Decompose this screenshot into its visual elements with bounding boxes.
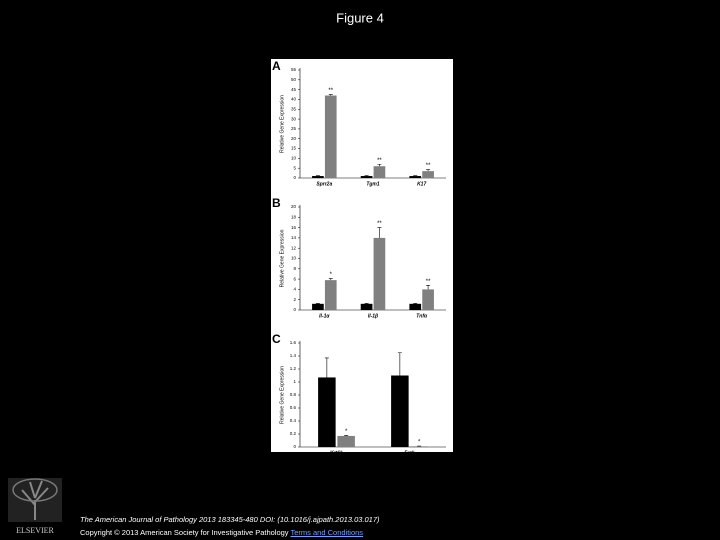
- slide-title: Figure 4: [336, 10, 384, 25]
- y-tick-label: 14: [291, 235, 297, 240]
- bar: [391, 375, 409, 447]
- y-tick-label: 0.6: [290, 405, 297, 410]
- x-tick-label: Il-1β: [368, 313, 378, 319]
- logo: ELSEVIER: [8, 478, 62, 535]
- y-tick-label: 10: [291, 256, 297, 261]
- panel-letter: A: [272, 59, 281, 73]
- error-bar: [413, 303, 418, 304]
- y-tick-label: 1: [293, 379, 296, 384]
- y-tick-label: 1.2: [290, 366, 297, 371]
- copyright: Copyright © 2013 American Society for In…: [80, 528, 289, 537]
- error-bar: [426, 169, 431, 172]
- y-axis-label: Relative Gene Expression: [279, 229, 285, 287]
- error-bar: [377, 227, 382, 238]
- significance-mark: **: [426, 163, 431, 169]
- y-tick-label: 1.6: [290, 340, 297, 345]
- bar: [324, 95, 337, 178]
- y-tick-label: 55: [291, 67, 297, 72]
- significance-mark: *: [418, 440, 421, 446]
- x-tick-label: K17: [417, 181, 426, 187]
- bar: [409, 176, 422, 178]
- y-tick-label: 4: [293, 287, 296, 292]
- y-tick-label: 20: [291, 204, 297, 209]
- y-tick-label: 50: [291, 77, 297, 82]
- y-tick-label: 40: [291, 97, 297, 102]
- x-tick-label: Frzb: [404, 450, 415, 456]
- y-tick-label: 15: [291, 146, 297, 151]
- y-tick-label: 8: [293, 266, 296, 271]
- panel-letter: B: [272, 196, 281, 210]
- y-tick-label: 0.2: [290, 431, 297, 436]
- y-tick-label: 30: [291, 116, 297, 121]
- x-tick-label: Tgm1: [366, 181, 380, 187]
- copyright-line: Copyright © 2013 American Society for In…: [80, 528, 363, 537]
- publisher: ELSEVIER: [16, 526, 54, 535]
- y-tick-label: 0.4: [290, 418, 297, 423]
- error-bar: [377, 163, 382, 167]
- error-bar: [426, 284, 431, 290]
- significance-mark: *: [330, 272, 333, 278]
- bar: [373, 237, 386, 310]
- bar: [422, 171, 434, 178]
- bar: [410, 446, 428, 447]
- x-tick-label: Sprr2a: [316, 181, 332, 187]
- bar: [360, 303, 373, 310]
- bar: [324, 280, 337, 310]
- y-tick-label: 0: [293, 307, 296, 312]
- error-bar: [324, 357, 329, 378]
- bar: [422, 289, 434, 310]
- error-bar: [328, 94, 333, 96]
- bar: [409, 303, 422, 310]
- y-tick-label: 20: [291, 136, 297, 141]
- y-tick-label: 16: [291, 225, 297, 230]
- y-tick-label: 12: [291, 245, 297, 250]
- significance-mark: **: [377, 221, 382, 227]
- error-bar: [344, 435, 349, 436]
- y-tick-label: 6: [293, 276, 296, 281]
- y-tick-label: 18: [291, 214, 297, 219]
- significance-mark: **: [328, 88, 333, 94]
- y-tick-label: 35: [291, 106, 297, 111]
- y-tick-label: 0.8: [290, 392, 297, 397]
- bar: [373, 166, 386, 178]
- y-tick-label: 25: [291, 126, 297, 131]
- citation: The American Journal of Pathology 2013 1…: [80, 515, 380, 524]
- bar: [312, 176, 324, 178]
- bar: [312, 303, 324, 310]
- y-tick-label: 0: [293, 175, 296, 180]
- terms-link[interactable]: Terms and Conditions: [290, 528, 364, 537]
- bar: [318, 377, 336, 447]
- error-bar: [328, 278, 333, 281]
- y-axis-label: Relative Gene Expression: [279, 95, 285, 153]
- x-tick-label: Il-1α: [319, 313, 330, 319]
- significance-mark: *: [345, 429, 348, 435]
- significance-mark: **: [377, 158, 382, 164]
- y-axis-label: Relative Gene Expression: [279, 366, 285, 424]
- y-tick-label: 45: [291, 87, 297, 92]
- bar: [360, 176, 373, 178]
- x-tick-label: Tnfα: [416, 313, 428, 319]
- x-tick-label: Krt6b: [330, 450, 343, 456]
- y-tick-label: 2: [293, 297, 296, 302]
- error-bar: [397, 352, 402, 376]
- panel-letter: C: [272, 332, 281, 346]
- y-tick-label: 5: [293, 165, 296, 170]
- y-tick-label: 10: [291, 156, 297, 161]
- y-tick-label: 1.4: [290, 353, 297, 358]
- bar: [337, 435, 355, 447]
- error-bar: [364, 303, 369, 304]
- figure-panel: [271, 59, 453, 452]
- significance-mark: **: [426, 279, 431, 285]
- error-bar: [315, 303, 320, 304]
- y-tick-label: 0: [293, 444, 296, 449]
